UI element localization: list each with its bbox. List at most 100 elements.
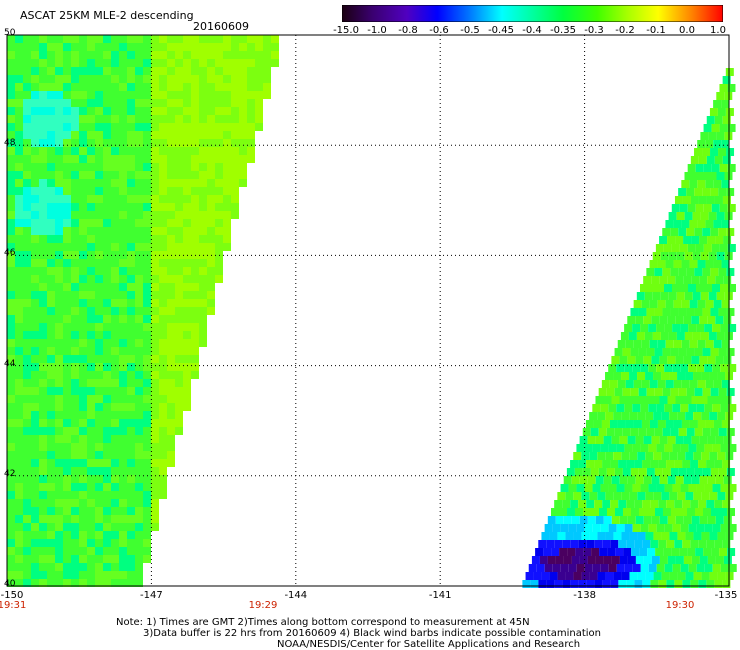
- swath-cell: [631, 548, 640, 556]
- swath-cell: [7, 507, 15, 515]
- swath-cell: [646, 308, 655, 316]
- swath-cell: [55, 243, 63, 251]
- colorbar-tick-label: 0.0: [679, 25, 695, 36]
- swath-cell: [726, 388, 735, 396]
- swath-cell: [678, 388, 687, 396]
- swath-cell: [95, 563, 103, 571]
- swath-cell: [23, 427, 31, 435]
- swath-cell: [700, 332, 709, 340]
- swath-cell: [39, 579, 47, 587]
- swath-cell: [39, 107, 47, 115]
- swath-cell: [671, 244, 680, 252]
- swath-cell: [223, 139, 231, 147]
- swath-cell: [39, 259, 47, 267]
- swath-cell: [705, 340, 714, 348]
- swath-cell: [562, 500, 571, 508]
- swath-cell: [23, 355, 31, 363]
- swath-cell: [111, 539, 119, 547]
- swath-cell: [167, 355, 175, 363]
- swath-cell: [657, 380, 666, 388]
- swath-cell: [191, 75, 199, 83]
- swath-cell: [271, 43, 279, 51]
- swath-cell: [127, 491, 135, 499]
- swath-cell: [15, 395, 23, 403]
- swath-cell: [79, 195, 87, 203]
- swath-cell: [159, 451, 167, 459]
- colorbar-tick-label: -0.6: [429, 25, 449, 36]
- swath-cell: [15, 483, 23, 491]
- swath-cell: [151, 179, 159, 187]
- colorbar-tick-label: -1.0: [367, 25, 387, 36]
- swath-cell: [135, 243, 143, 251]
- swath-cell: [614, 508, 623, 516]
- swath-cell: [143, 211, 151, 219]
- swath-cell: [135, 499, 143, 507]
- swath-cell: [55, 35, 63, 43]
- swath-cell: [95, 387, 103, 395]
- swath-cell: [119, 475, 127, 483]
- swath-cell: [668, 332, 677, 340]
- swath-cell: [711, 164, 720, 172]
- swath-cell: [135, 363, 143, 371]
- swath-cell: [119, 459, 127, 467]
- swath-cell: [7, 331, 15, 339]
- swath-cell: [223, 83, 231, 91]
- swath-cell: [127, 243, 135, 251]
- swath-cell: [127, 531, 135, 539]
- swath-cell: [718, 228, 727, 236]
- swath-cell: [55, 579, 63, 587]
- swath-cell: [55, 339, 63, 347]
- swath-cell: [143, 523, 151, 531]
- swath-cell: [675, 356, 684, 364]
- swath-cell: [705, 220, 714, 228]
- swath-cell: [688, 564, 697, 572]
- swath-cell: [15, 51, 23, 59]
- swath-cell: [23, 139, 31, 147]
- swath-cell: [707, 276, 716, 284]
- swath-cell: [659, 316, 668, 324]
- swath-cell: [641, 300, 650, 308]
- swath-cell: [629, 492, 638, 500]
- swath-cell: [199, 51, 207, 59]
- swath-cell: [568, 564, 577, 572]
- swath-cell: [79, 563, 87, 571]
- swath-cell: [111, 323, 119, 331]
- swath-cell: [151, 171, 159, 179]
- swath-cell: [23, 467, 31, 475]
- swath-cell: [711, 244, 720, 252]
- swath-cell: [71, 275, 79, 283]
- swath-cell: [175, 107, 183, 115]
- swath-cell: [579, 436, 588, 444]
- swath-cell: [63, 363, 71, 371]
- swath-cell: [638, 428, 647, 436]
- swath-cell: [15, 443, 23, 451]
- swath-cell: [651, 556, 660, 564]
- swath-cell: [167, 323, 175, 331]
- swath-cell: [31, 43, 39, 51]
- swath-cell: [135, 403, 143, 411]
- swath-cell: [55, 547, 63, 555]
- swath-cell: [55, 379, 63, 387]
- swath-cell: [95, 547, 103, 555]
- swath-cell: [691, 476, 700, 484]
- swath-cell: [7, 491, 15, 499]
- swath-cell: [582, 508, 591, 516]
- swath-cell: [79, 451, 87, 459]
- swath-cell: [640, 524, 649, 532]
- swath-cell: [672, 444, 681, 452]
- swath-cell: [678, 348, 687, 356]
- swath-cell: [23, 51, 31, 59]
- swath-cell: [143, 499, 151, 507]
- swath-cell: [619, 556, 628, 564]
- longitude-label: -150: [0, 590, 24, 601]
- swath-cell: [231, 59, 239, 67]
- swath-cell: [23, 579, 31, 587]
- swath-cell: [15, 115, 23, 123]
- swath-cell: [712, 324, 721, 332]
- swath-cell: [629, 572, 638, 580]
- swath-cell: [694, 308, 703, 316]
- swath-cell: [103, 267, 111, 275]
- swath-cell: [95, 83, 103, 91]
- swath-cell: [95, 555, 103, 563]
- swath-cell: [119, 139, 127, 147]
